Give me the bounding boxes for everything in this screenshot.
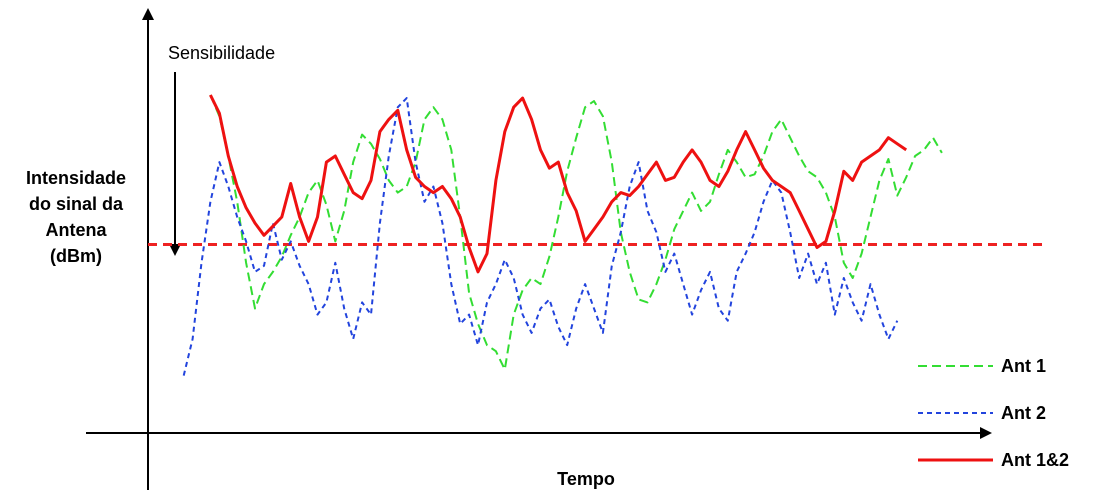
legend: Ant 1 Ant 2 Ant 1&2 [918,356,1069,470]
y-axis-label-line-1: Intensidade [26,168,126,188]
legend-label-1: Ant 1 [1001,356,1046,376]
series-line-ant-2 [182,97,899,376]
legend-label-2: Ant 2 [1001,403,1046,423]
series-line-ant-1 [209,94,943,371]
y-axis-label-line-4: (dBm) [50,246,102,266]
x-axis-label: Tempo [557,469,615,489]
y-axis-label-line-3: Antena [45,220,107,240]
sensitivity-annotation: Sensibilidade [168,43,275,63]
y-axis-label-line-2: do sinal da [29,194,124,214]
series-layer [148,94,1045,376]
legend-label-3: Ant 1&2 [1001,450,1069,470]
series-line-ant-1-2 [209,94,908,274]
